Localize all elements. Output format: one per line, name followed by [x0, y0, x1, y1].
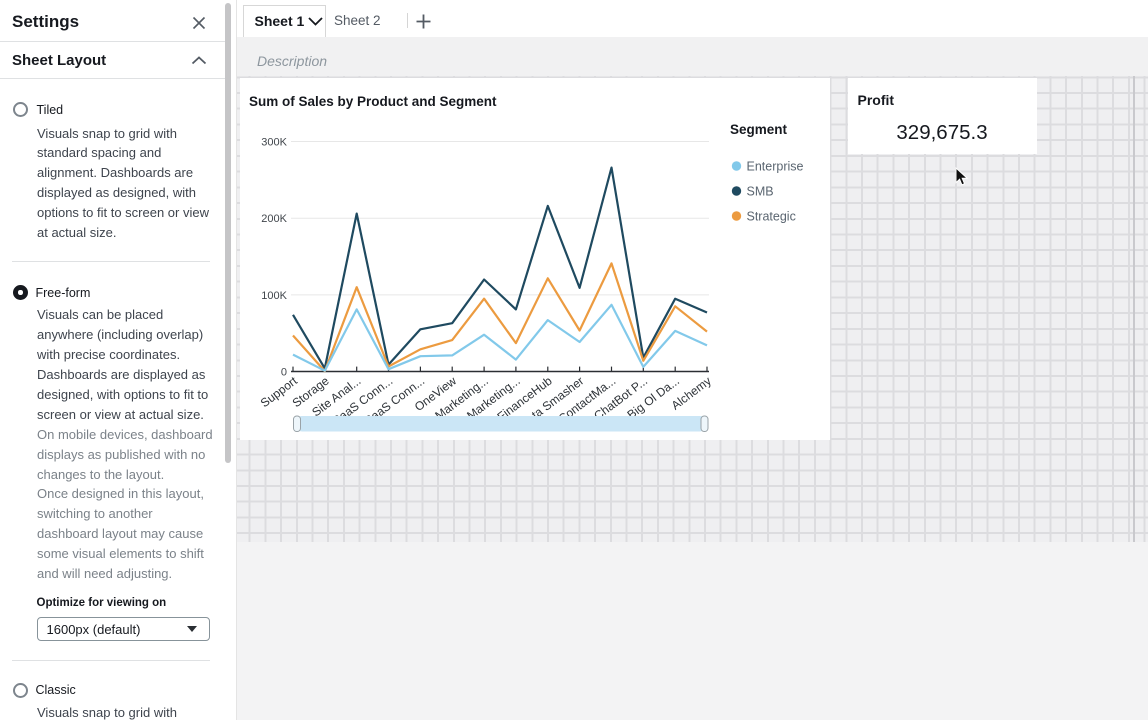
- svg-text:300K: 300K: [261, 136, 287, 148]
- svg-text:Enterprise: Enterprise: [747, 159, 804, 173]
- svg-text:Sum of Sales by Product and Se: Sum of Sales by Product and Segment: [249, 94, 497, 109]
- svg-text:200K: 200K: [261, 213, 287, 225]
- svg-text:Segment: Segment: [730, 122, 788, 137]
- svg-text:0: 0: [281, 366, 287, 378]
- svg-text:SMB: SMB: [747, 184, 774, 198]
- svg-text:Strategic: Strategic: [747, 209, 796, 223]
- svg-text:100K: 100K: [261, 289, 287, 301]
